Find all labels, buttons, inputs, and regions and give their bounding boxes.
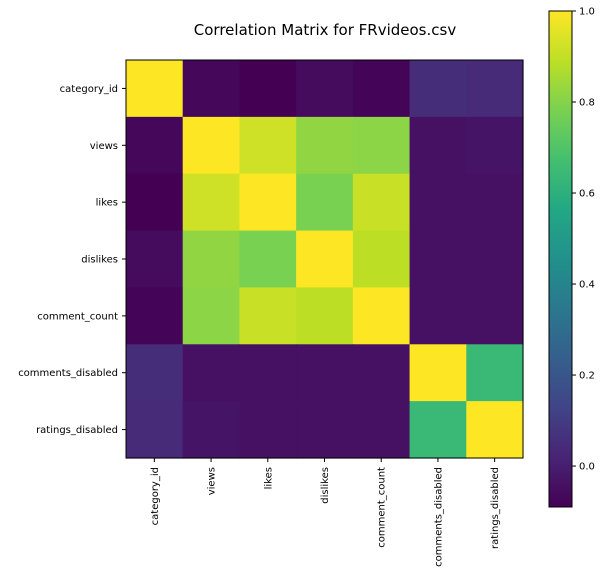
heatmap-cell-comments_disabled-comment_count — [352, 344, 411, 402]
heatmap-cell-dislikes-views — [182, 230, 241, 289]
heatmap-cell-comments_disabled-category_id — [126, 344, 184, 402]
heatmap-cell-category_id-views — [182, 60, 241, 118]
x-tick-label-comments_disabled: comments_disabled — [433, 467, 444, 567]
heatmap-cell-dislikes-dislikes — [296, 230, 354, 289]
heatmap-cell-views-dislikes — [296, 116, 354, 175]
heatmap-cell-dislikes-likes — [239, 230, 297, 289]
heatmap-cell-ratings_disabled-views — [182, 401, 241, 459]
heatmap-cell-dislikes-category_id — [126, 230, 184, 289]
colorbar-tick-label-1: 0.2 — [579, 371, 595, 382]
y-tick-label-views: views — [90, 141, 118, 152]
x-tick-label-ratings_disabled: ratings_disabled — [490, 467, 501, 549]
heatmap-cell-comments_disabled-likes — [239, 344, 297, 402]
y-tick-label-comments_disabled: comments_disabled — [18, 368, 118, 379]
heatmap-cell-likes-comment_count — [352, 173, 411, 232]
heatmap-cell-comments_disabled-ratings_disabled — [466, 344, 524, 402]
colorbar-tick-label-2: 0.4 — [579, 280, 595, 291]
heatmap-cell-likes-dislikes — [296, 173, 354, 232]
heatmap-cell-views-ratings_disabled — [466, 116, 524, 175]
heatmap-cell-ratings_disabled-category_id — [126, 401, 184, 459]
heatmap-cell-comments_disabled-comments_disabled — [409, 344, 467, 402]
heatmap-cell-ratings_disabled-ratings_disabled — [466, 401, 524, 459]
heatmap-cell-comment_count-comments_disabled — [409, 287, 467, 345]
colorbar: 0.0 0.2 0.4 0.6 0.8 1.0 — [548, 7, 595, 508]
heatmap-cell-category_id-ratings_disabled — [466, 60, 524, 118]
heatmap-cell-ratings_disabled-comment_count — [352, 401, 411, 459]
heatmap-cell-likes-likes — [239, 173, 297, 232]
heatmap-cell-comment_count-dislikes — [296, 287, 354, 345]
colorbar-tick-label-3: 0.6 — [579, 189, 595, 200]
heatmap-cell-category_id-comments_disabled — [409, 60, 467, 118]
heatmap-cell-category_id-likes — [239, 60, 297, 118]
heatmap-cell-ratings_disabled-likes — [239, 401, 297, 459]
colorbar-tick-label-5: 1.0 — [579, 7, 595, 18]
heatmap-cell-comment_count-ratings_disabled — [466, 287, 524, 345]
heatmap-cell-views-likes — [239, 116, 297, 175]
heatmap-cell-category_id-category_id — [126, 60, 184, 118]
heatmap-cell-comment_count-category_id — [126, 287, 184, 345]
heatmap-cell-comments_disabled-views — [182, 344, 241, 402]
y-tick-label-ratings_disabled: ratings_disabled — [36, 425, 118, 436]
heatmap-cell-dislikes-comment_count — [352, 230, 411, 289]
heatmap-cell-likes-views — [182, 173, 241, 232]
y-tick-label-category_id: category_id — [60, 84, 118, 95]
heatmap-cell-comment_count-views — [182, 287, 241, 345]
heatmap-cell-views-comments_disabled — [409, 116, 467, 175]
chart-title: Correlation Matrix for FRvideos.csv — [194, 21, 457, 39]
y-tick-label-comment_count: comment_count — [37, 311, 118, 322]
x-tick-label-views: views — [207, 467, 218, 495]
heatmap-cell-likes-ratings_disabled — [466, 173, 524, 232]
heatmap-cell-comments_disabled-dislikes — [296, 344, 354, 402]
heatmap-cell-dislikes-comments_disabled — [409, 230, 467, 289]
heatmap-cell-views-comment_count — [352, 116, 411, 175]
x-tick-label-category_id: category_id — [150, 467, 161, 525]
colorbar-ticks: 0.0 0.2 0.4 0.6 0.8 1.0 — [572, 7, 595, 473]
heatmap-cell-dislikes-ratings_disabled — [466, 230, 524, 289]
heatmap-cell-likes-comments_disabled — [409, 173, 467, 232]
colorbar-tick-label-4: 0.8 — [579, 98, 595, 109]
colorbar-tick-label-0: 0.0 — [579, 462, 595, 473]
colorbar-gradient — [548, 10, 573, 508]
heatmap-cell-views-views — [182, 116, 241, 175]
heatmap-cell-ratings_disabled-comments_disabled — [409, 401, 467, 459]
x-tick-label-likes: likes — [263, 467, 274, 489]
heatmap-cell-category_id-dislikes — [296, 60, 354, 118]
heatmap-cell-likes-category_id — [126, 173, 184, 232]
heatmap-cell-category_id-comment_count — [352, 60, 411, 118]
x-tick-label-dislikes: dislikes — [320, 467, 331, 504]
heatmap-cell-comment_count-comment_count — [352, 287, 411, 345]
y-tick-label-dislikes: dislikes — [81, 255, 118, 266]
y-tick-label-likes: likes — [96, 198, 118, 209]
heatmap-cell-comment_count-likes — [239, 287, 297, 345]
heatmap-cell-ratings_disabled-dislikes — [296, 401, 354, 459]
x-axis: category_id views likes dislikes comment_cou… — [150, 458, 501, 567]
heatmap-cell-views-category_id — [126, 116, 184, 175]
x-tick-label-comment_count: comment_count — [377, 467, 388, 548]
heatmap-cells — [126, 60, 524, 459]
